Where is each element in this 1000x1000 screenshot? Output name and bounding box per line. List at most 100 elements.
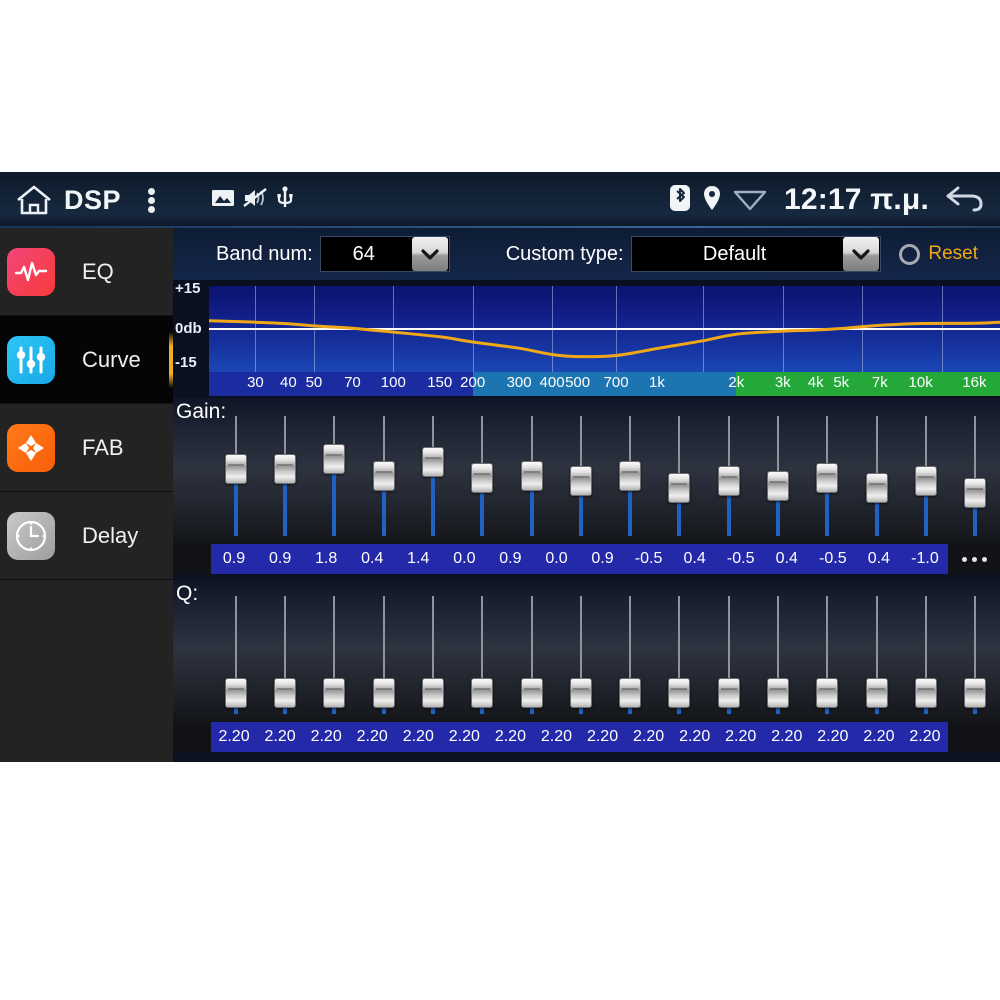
slider-thumb[interactable] xyxy=(668,677,691,708)
slider-thumb[interactable] xyxy=(767,677,790,708)
slider-thumb[interactable] xyxy=(816,463,839,494)
value-cell: 2.20 xyxy=(771,728,803,745)
slider-thumb[interactable] xyxy=(273,453,296,484)
slider-track-upper xyxy=(875,416,878,488)
slider[interactable] xyxy=(569,398,592,544)
slider-track-fill xyxy=(874,488,879,536)
slider-thumb[interactable] xyxy=(816,677,839,708)
slider-thumb[interactable] xyxy=(421,446,444,477)
sidebar-item-fab[interactable]: FAB xyxy=(0,404,173,492)
value-cell: 0.9 xyxy=(268,550,292,567)
eq-curve-chart[interactable]: +15 0db -15 30 40 50 70 100 150 200 300 400 500 70… xyxy=(173,280,1000,398)
frequency-tick: 100 xyxy=(380,374,406,391)
slider-thumb[interactable] xyxy=(865,677,888,708)
slider-thumb[interactable] xyxy=(372,461,395,491)
band-num-value: 64 xyxy=(352,242,375,265)
main-panel: Band num: 64 Custom type: Default xyxy=(173,228,1000,762)
gain-slider-area xyxy=(173,398,1000,544)
status-bar: DSP xyxy=(0,172,1000,228)
slider-thumb[interactable] xyxy=(372,677,395,708)
custom-type-dropdown[interactable]: Default xyxy=(630,236,881,272)
slider[interactable] xyxy=(421,580,444,722)
slider[interactable] xyxy=(964,580,987,722)
slider-thumb[interactable] xyxy=(865,473,888,503)
sidebar-item-curve[interactable]: Curve xyxy=(0,316,173,404)
slider-track-upper xyxy=(826,596,829,693)
band-num-dropdown[interactable]: 64 xyxy=(319,236,450,272)
chevron-down-icon[interactable] xyxy=(842,237,879,271)
slider[interactable] xyxy=(273,398,296,544)
chevron-down-icon[interactable] xyxy=(411,237,448,271)
back-arrow-icon[interactable] xyxy=(944,182,986,219)
slider-thumb[interactable] xyxy=(619,461,642,491)
sidebar-item-delay[interactable]: Delay xyxy=(0,492,173,580)
home-icon[interactable] xyxy=(14,183,54,217)
slider-thumb[interactable] xyxy=(915,677,938,708)
slider[interactable] xyxy=(323,398,346,544)
slider-thumb[interactable] xyxy=(717,465,740,496)
slider-thumb[interactable] xyxy=(569,465,592,496)
slider[interactable] xyxy=(273,580,296,722)
slider[interactable] xyxy=(915,580,938,722)
slider[interactable] xyxy=(520,398,543,544)
slider[interactable] xyxy=(717,398,740,544)
slider[interactable] xyxy=(520,580,543,722)
slider[interactable] xyxy=(471,398,494,544)
slider[interactable] xyxy=(816,398,839,544)
slider-track-upper xyxy=(974,596,977,693)
frequency-tick: 10k xyxy=(908,374,933,391)
slider-thumb[interactable] xyxy=(915,465,938,496)
slider-thumb[interactable] xyxy=(224,677,247,708)
slider-thumb[interactable] xyxy=(421,677,444,708)
kebab-menu-icon[interactable] xyxy=(137,183,167,217)
slider-thumb[interactable] xyxy=(471,463,494,494)
slider[interactable] xyxy=(224,580,247,722)
slider[interactable] xyxy=(619,580,642,722)
slider[interactable] xyxy=(717,580,740,722)
slider[interactable] xyxy=(964,398,987,544)
slider[interactable] xyxy=(668,580,691,722)
slider[interactable] xyxy=(619,398,642,544)
slider-track-fill xyxy=(578,480,583,536)
slider[interactable] xyxy=(767,580,790,722)
slider-thumb[interactable] xyxy=(273,677,296,708)
slider[interactable] xyxy=(323,580,346,722)
slider[interactable] xyxy=(668,398,691,544)
slider-thumb[interactable] xyxy=(520,677,543,708)
slider[interactable] xyxy=(569,580,592,722)
slider-thumb[interactable] xyxy=(569,677,592,708)
slider-thumb[interactable] xyxy=(619,677,642,708)
slider-thumb[interactable] xyxy=(224,453,247,484)
slider[interactable] xyxy=(915,398,938,544)
slider[interactable] xyxy=(767,398,790,544)
bluetooth-icon xyxy=(669,184,691,217)
sidebar-item-eq[interactable]: EQ xyxy=(0,228,173,316)
slider-thumb[interactable] xyxy=(323,677,346,708)
slider-thumb[interactable] xyxy=(964,677,987,708)
slider-thumb[interactable] xyxy=(964,477,987,508)
slider-thumb[interactable] xyxy=(717,677,740,708)
slider-thumb[interactable] xyxy=(520,461,543,491)
slider[interactable] xyxy=(865,580,888,722)
value-cell: 2.20 xyxy=(863,728,895,745)
slider-track-upper xyxy=(283,416,286,469)
value-cell: 2.20 xyxy=(402,728,434,745)
slider-thumb[interactable] xyxy=(471,677,494,708)
frequency-zone-low xyxy=(209,372,473,396)
slider-track-upper xyxy=(481,416,484,479)
slider-thumb[interactable] xyxy=(323,444,346,475)
slider[interactable] xyxy=(372,580,395,722)
reset-button[interactable]: Reset xyxy=(899,243,978,265)
value-cell: -0.5 xyxy=(819,550,847,567)
slider[interactable] xyxy=(372,398,395,544)
slider[interactable] xyxy=(471,580,494,722)
slider-thumb[interactable] xyxy=(767,470,790,501)
slider[interactable] xyxy=(224,398,247,544)
slider[interactable] xyxy=(816,580,839,722)
slider[interactable] xyxy=(421,398,444,544)
more-dots-icon[interactable] xyxy=(948,544,1000,574)
slider-track-fill xyxy=(529,476,534,536)
slider-thumb[interactable] xyxy=(668,473,691,503)
slider[interactable] xyxy=(865,398,888,544)
frequency-tick: 50 xyxy=(305,374,323,391)
